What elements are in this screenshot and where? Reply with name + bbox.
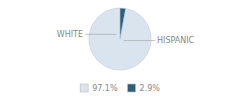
leader-line <box>124 40 155 41</box>
pie-slice <box>120 8 126 39</box>
pie-slice <box>89 8 151 70</box>
legend-label: 2.9% <box>140 84 161 93</box>
legend-swatch <box>80 84 88 92</box>
legend-label: 97.1% <box>92 84 118 93</box>
leader-line <box>85 34 116 35</box>
legend: 97.1% 2.9% <box>80 84 160 93</box>
chart: WHITE HISPANIC 97.1% 2.9% <box>0 0 240 100</box>
pie <box>89 8 151 70</box>
legend-item: 2.9% <box>128 84 161 93</box>
annotation: HISPANIC <box>157 36 195 45</box>
legend-swatch <box>128 84 136 92</box>
annotation: WHITE <box>57 30 83 39</box>
annotations: WHITE HISPANIC <box>57 30 195 45</box>
legend-item: 97.1% <box>80 84 118 93</box>
